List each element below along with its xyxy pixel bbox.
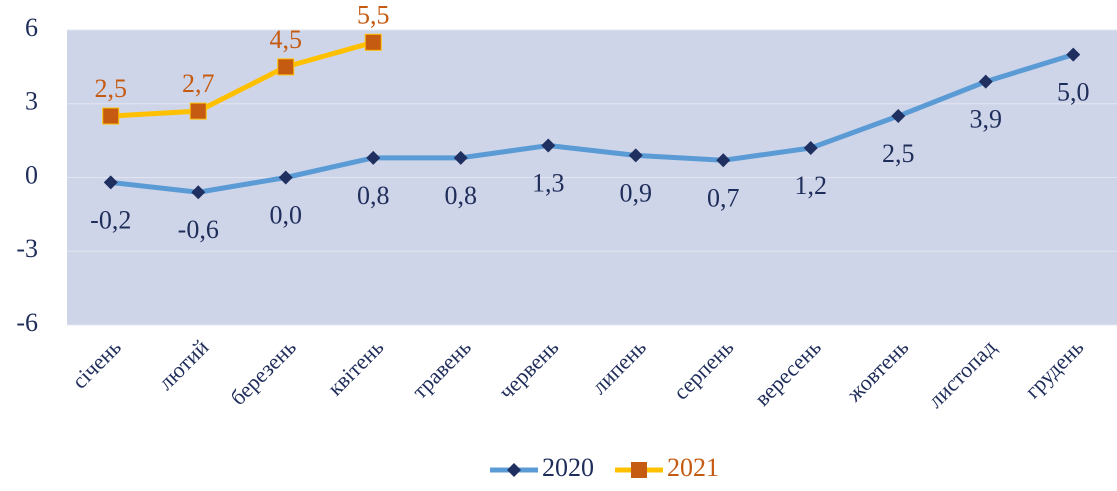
y-tick-label: -3 [16, 234, 38, 263]
series-line [110, 52, 1074, 195]
data-label: 5,5 [357, 0, 390, 29]
data-point [364, 33, 382, 51]
data-point [978, 74, 993, 89]
data-label: 2,7 [182, 69, 215, 98]
data-label: 3,9 [970, 105, 1003, 134]
y-tick-label: -6 [16, 308, 38, 337]
data-label: 0,7 [707, 183, 740, 212]
data-label: 5,0 [1057, 78, 1090, 107]
data-point [628, 148, 643, 163]
data-point [277, 58, 295, 76]
x-tick-label: травень [407, 334, 476, 403]
x-tick-label: жовтень [841, 334, 914, 407]
data-label: 0,0 [270, 200, 303, 229]
data-label: 4,5 [270, 25, 303, 54]
data-label: 0,8 [445, 181, 478, 210]
x-tick-label: вересень [750, 334, 826, 410]
data-point [102, 107, 120, 125]
x-tick-label: квітень [322, 334, 388, 400]
legend-label: 2021 [667, 453, 719, 482]
legend-marker [507, 463, 521, 477]
data-label: -0,6 [178, 215, 219, 244]
data-label: 2,5 [882, 139, 915, 168]
x-tick-label: липень [586, 334, 650, 398]
x-tick-label: серпень [668, 334, 738, 404]
y-tick-label: 6 [25, 13, 38, 42]
data-point [541, 138, 556, 153]
data-point [366, 150, 381, 165]
y-tick-label: 3 [25, 87, 38, 116]
data-point [1066, 47, 1081, 62]
data-label: 0,9 [620, 178, 653, 207]
x-tick-label: лютий [153, 334, 213, 394]
data-label: -0,2 [90, 205, 131, 234]
x-tick-label: січень [67, 334, 126, 393]
data-label: 1,2 [795, 171, 828, 200]
legend-marker [631, 462, 647, 478]
data-label: 2,5 [95, 74, 128, 103]
data-point [891, 109, 906, 124]
data-point [189, 102, 207, 120]
x-tick-label: червень [494, 334, 564, 404]
data-label: 0,8 [357, 181, 390, 210]
data-point [278, 170, 293, 185]
data-point [716, 153, 731, 168]
x-tick-label: грудень [1020, 334, 1089, 403]
y-tick-label: 0 [25, 160, 38, 189]
x-tick-label: листопад [923, 334, 1001, 412]
data-point [803, 141, 818, 155]
x-tick-label: березень [225, 334, 301, 410]
data-point [191, 185, 206, 200]
series-line [110, 39, 374, 119]
data-label: 1,3 [532, 169, 565, 198]
data-point [453, 150, 468, 165]
legend-label: 2020 [542, 453, 594, 482]
data-point [103, 175, 118, 190]
